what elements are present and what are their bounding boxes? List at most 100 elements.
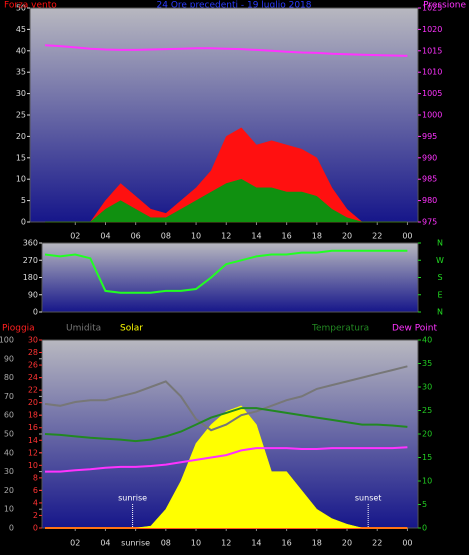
y-tick-label: 10 — [4, 505, 14, 514]
x-tick-label: 16 — [282, 539, 292, 548]
series-line — [44, 365, 408, 432]
x-tick-label: 00 — [402, 539, 412, 548]
y-tick-label: 25 — [16, 111, 26, 120]
y2-tick-label: 35 — [422, 359, 432, 368]
legend-label: Solar — [120, 324, 143, 334]
annotation-label: sunset — [355, 494, 382, 503]
legend-label: Umidita — [66, 324, 101, 334]
y-tick-label: 15 — [16, 153, 26, 162]
y-tick-label: 40 — [16, 46, 26, 55]
y-tick-label: 50 — [4, 430, 14, 439]
y3-tick-label: 12 — [28, 448, 38, 457]
y2-tick-label: 1005 — [422, 89, 442, 98]
y-tick-label: 0 — [9, 524, 14, 533]
annotation-label: sunrise — [118, 494, 147, 503]
x-tick-label: sunrise — [121, 539, 150, 548]
y-tick-label: 90 — [4, 354, 14, 363]
y2-tick-label: 30 — [422, 383, 432, 392]
y-tick-label: 90 — [28, 290, 38, 299]
x-tick-label: 06 — [131, 232, 141, 241]
x-tick-label: 04 — [100, 539, 110, 548]
x-tick-label: 10 — [191, 539, 201, 548]
y2-tick-label: 1020 — [422, 25, 442, 34]
y-tick-label: 40 — [4, 448, 14, 457]
y-tick-label: 70 — [4, 392, 14, 401]
y3-tick-label: 26 — [28, 361, 38, 370]
y3-tick-label: 18 — [28, 411, 38, 420]
y2-tick-label: 975 — [422, 218, 437, 227]
x-tick-label: 20 — [342, 232, 352, 241]
y-tick-label: 35 — [16, 68, 26, 77]
y2-tick-label: 25 — [422, 406, 432, 415]
y2-tick-label: 20 — [422, 430, 432, 439]
legend-label: Forza vento — [4, 1, 57, 11]
x-tick-label: 10 — [191, 232, 201, 241]
y2-tick-label: 1015 — [422, 46, 442, 55]
y-tick-label: 60 — [4, 411, 14, 420]
y-tick-label: 0 — [21, 218, 26, 227]
x-tick-label: 08 — [161, 232, 171, 241]
y-tick-label: 360 — [23, 239, 38, 248]
x-tick-label: 12 — [221, 539, 231, 548]
x-tick-label: 18 — [312, 232, 322, 241]
x-tick-label: 00 — [402, 232, 412, 241]
y2-tick-label: 995 — [422, 132, 437, 141]
x-tick-label: 22 — [372, 232, 382, 241]
y2-tick-label: 990 — [422, 153, 437, 162]
y3-tick-label: 4 — [33, 498, 38, 507]
y2-tick-label: N — [437, 308, 443, 317]
y-tick-label: 100 — [0, 336, 14, 345]
legend-label: Pioggia — [2, 324, 35, 334]
x-tick-label: 14 — [251, 232, 261, 241]
y2-tick-label: 40 — [422, 336, 432, 345]
series-line — [44, 249, 408, 294]
y-tick-label: 180 — [23, 273, 38, 282]
x-tick-label: 04 — [100, 232, 110, 241]
y3-tick-label: 14 — [28, 436, 38, 445]
y2-tick-label: N — [437, 239, 443, 248]
y3-tick-label: 28 — [28, 348, 38, 357]
y2-tick-label: 10 — [422, 477, 432, 486]
x-tick-label: 12 — [221, 232, 231, 241]
y-tick-label: 270 — [23, 256, 38, 265]
x-tick-label: 08 — [161, 539, 171, 548]
legend-label: Dew Point — [392, 324, 438, 334]
y2-tick-label: 980 — [422, 196, 437, 205]
series-area — [45, 178, 408, 223]
y2-tick-label: 1010 — [422, 68, 442, 77]
y-tick-label: 80 — [4, 373, 14, 382]
series-line — [45, 446, 408, 473]
y-tick-label: 30 — [4, 467, 14, 476]
y-tick-label: 50 — [16, 4, 26, 13]
y2-tick-label: W — [436, 256, 444, 265]
y3-tick-label: 16 — [28, 423, 38, 432]
y2-tick-label: 5 — [422, 500, 427, 509]
y-tick-label: 10 — [16, 175, 26, 184]
x-tick-label: 02 — [70, 539, 80, 548]
y2-tick-label: S — [437, 273, 442, 282]
y3-tick-label: 2 — [33, 511, 38, 520]
y-tick-label: 0 — [33, 308, 38, 317]
y-tick-label: 20 — [16, 132, 26, 141]
y-tick-label: 20 — [4, 486, 14, 495]
y2-tick-label: 1025 — [422, 4, 442, 13]
y2-tick-label: 1000 — [422, 111, 442, 120]
y2-tick-label: 985 — [422, 175, 437, 184]
y3-tick-label: 6 — [33, 486, 38, 495]
y3-tick-label: 22 — [28, 386, 38, 395]
y3-tick-label: 8 — [33, 473, 38, 482]
y3-tick-label: 30 — [28, 336, 38, 345]
y-tick-label: 45 — [16, 25, 26, 34]
legend-label: Pressione — [423, 1, 466, 11]
series-area — [45, 405, 408, 529]
y3-tick-label: 0 — [33, 524, 38, 533]
y2-tick-label: E — [437, 290, 442, 299]
y2-tick-label: 15 — [422, 453, 432, 462]
y3-tick-label: 24 — [28, 373, 38, 382]
legend-label: Temperatura — [311, 324, 369, 334]
y3-tick-label: 10 — [28, 461, 38, 470]
series-line — [44, 407, 408, 443]
x-tick-label: 18 — [312, 539, 322, 548]
x-tick-label: 16 — [282, 232, 292, 241]
